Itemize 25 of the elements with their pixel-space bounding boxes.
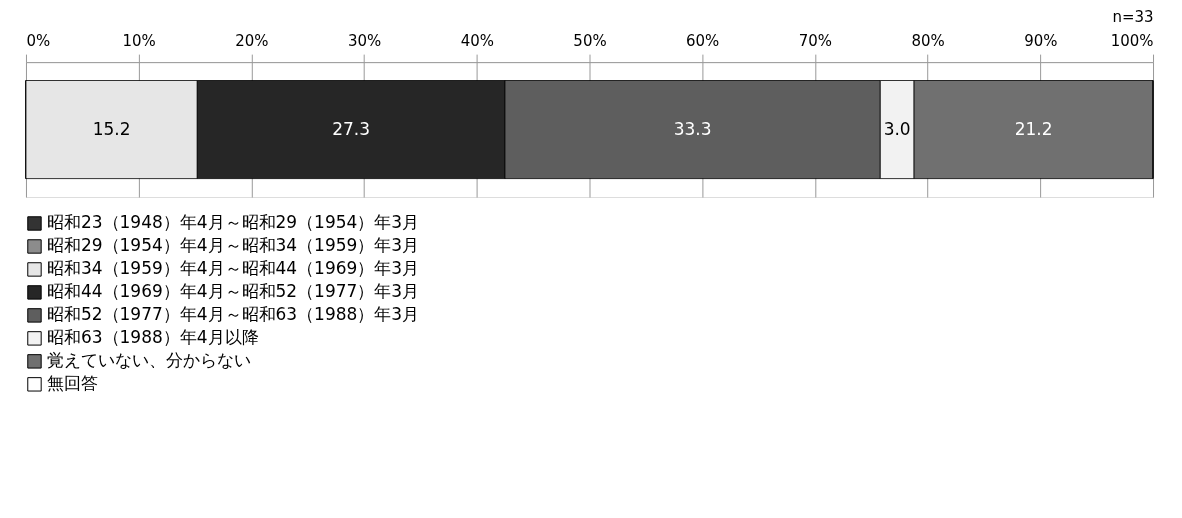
x-tick-label: 0% (26, 31, 51, 50)
data-label: 15.2 (92, 118, 131, 139)
legend-label: 昭和63（1988）年4月以降 (46, 327, 259, 348)
data-label: 27.3 (332, 118, 371, 139)
legend-label: 覚えていない、分からない (46, 350, 251, 371)
x-tick-label: 60% (686, 31, 720, 50)
legend-label: 無回答 (46, 373, 98, 394)
x-tick-label: 50% (573, 31, 607, 50)
data-label: 21.2 (1014, 118, 1053, 139)
legend-label: 昭和34（1959）年4月～昭和44（1969）年3月 (46, 258, 420, 279)
x-tick-label: 100% (1110, 31, 1154, 50)
x-tick-label: 30% (347, 31, 382, 50)
legend-label: 昭和44（1969）年4月～昭和52（1977）年3月 (46, 281, 420, 302)
data-label: 3.0 (883, 118, 911, 139)
x-tick-label: 20% (235, 31, 269, 50)
x-tick-label: 80% (911, 31, 945, 50)
x-tick-label: 90% (1024, 31, 1058, 50)
legend-label: 昭和29（1954）年4月～昭和34（1959）年3月 (46, 235, 420, 256)
legend-label: 昭和23（1948）年4月～昭和29（1954）年3月 (46, 212, 420, 233)
x-tick-label: 40% (460, 31, 494, 50)
data-label: 33.3 (673, 118, 712, 139)
text: n=33 (1112, 8, 1154, 27)
x-tick-label: 70% (798, 31, 833, 50)
x-tick-label: 10% (122, 31, 156, 50)
legend-label: 昭和52（1977）年4月～昭和63（1988）年3月 (46, 304, 420, 325)
